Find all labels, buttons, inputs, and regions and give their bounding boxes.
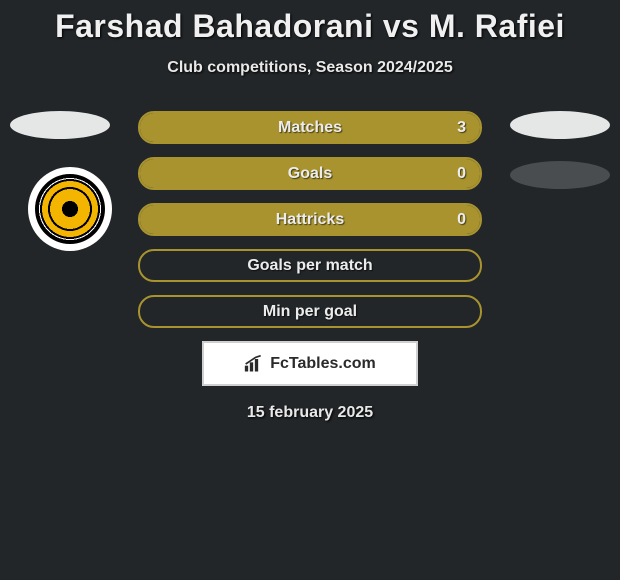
date-label: 15 february 2025 bbox=[0, 404, 620, 422]
stat-row-goals-per-match: Goals per match bbox=[138, 249, 482, 282]
page-subtitle: Club competitions, Season 2024/2025 bbox=[0, 59, 620, 77]
comparison-content: Matches 3 Goals 0 Hattricks 0 Goals per … bbox=[0, 111, 620, 422]
stat-row-matches: Matches 3 bbox=[138, 111, 482, 144]
player-left-club-badge bbox=[28, 167, 112, 251]
stat-label: Goals per match bbox=[247, 257, 372, 275]
stat-label: Hattricks bbox=[276, 211, 344, 229]
player-right-chip-bottom bbox=[510, 161, 610, 189]
stat-row-goals: Goals 0 bbox=[138, 157, 482, 190]
stat-row-hattricks: Hattricks 0 bbox=[138, 203, 482, 236]
stat-rows: Matches 3 Goals 0 Hattricks 0 Goals per … bbox=[138, 111, 482, 328]
page-title: Farshad Bahadorani vs M. Rafiei bbox=[0, 0, 620, 45]
player-right-chip-top bbox=[510, 111, 610, 139]
stat-right-value: 0 bbox=[457, 165, 466, 183]
stat-row-min-per-goal: Min per goal bbox=[138, 295, 482, 328]
brand-box[interactable]: FcTables.com bbox=[202, 341, 418, 386]
stat-right-value: 0 bbox=[457, 211, 466, 229]
stat-right-value: 3 bbox=[457, 119, 466, 137]
brand-text: FcTables.com bbox=[270, 355, 376, 373]
stat-label: Min per goal bbox=[263, 303, 357, 321]
player-left-chip bbox=[10, 111, 110, 139]
stat-label: Matches bbox=[278, 119, 342, 137]
bar-chart-icon bbox=[244, 355, 264, 373]
stat-label: Goals bbox=[288, 165, 332, 183]
club-badge-icon bbox=[35, 174, 105, 244]
